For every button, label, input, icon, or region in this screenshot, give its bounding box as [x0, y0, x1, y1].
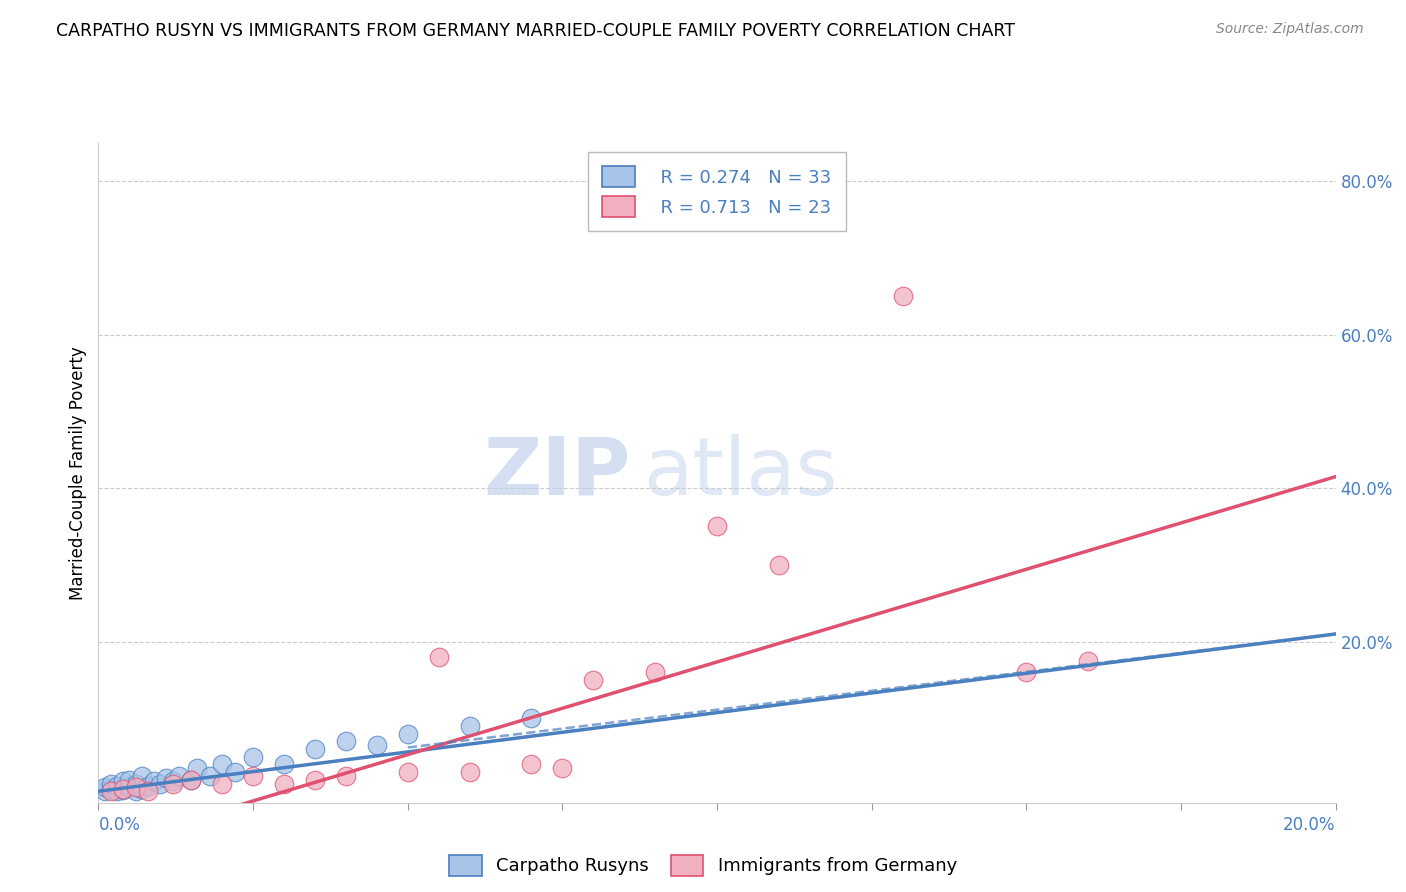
- Point: [105, 779, 128, 793]
- Point: [124, 780, 146, 795]
- Point: [136, 784, 159, 798]
- Point: [118, 772, 141, 787]
- Point: [396, 765, 419, 780]
- Point: [198, 769, 221, 783]
- Point: [136, 779, 159, 793]
- Point: [124, 784, 146, 798]
- Point: [582, 673, 605, 687]
- Text: atlas: atlas: [643, 434, 837, 512]
- Point: [131, 769, 153, 783]
- Point: [93, 780, 115, 795]
- Point: [458, 719, 481, 733]
- Point: [162, 776, 184, 790]
- Point: [131, 782, 153, 797]
- Point: [112, 774, 135, 789]
- Point: [105, 784, 128, 798]
- Point: [186, 761, 208, 775]
- Legend: Carpatho Rusyns, Immigrants from Germany: Carpatho Rusyns, Immigrants from Germany: [441, 847, 965, 883]
- Point: [162, 774, 184, 789]
- Point: [304, 742, 326, 756]
- Point: [551, 761, 574, 775]
- Point: [706, 519, 728, 533]
- Point: [149, 776, 172, 790]
- Point: [273, 757, 295, 772]
- Point: [366, 738, 388, 752]
- Y-axis label: Married-Couple Family Poverty: Married-Couple Family Poverty: [69, 346, 87, 599]
- Point: [224, 765, 246, 780]
- Point: [118, 780, 141, 795]
- Point: [1077, 654, 1099, 668]
- Point: [211, 757, 233, 772]
- Point: [100, 784, 122, 798]
- Point: [180, 772, 202, 787]
- Point: [304, 772, 326, 787]
- Legend:   R = 0.274   N = 33,   R = 0.713   N = 23: R = 0.274 N = 33, R = 0.713 N = 23: [588, 152, 846, 231]
- Text: 20.0%: 20.0%: [1284, 816, 1336, 834]
- Text: ZIP: ZIP: [484, 434, 630, 512]
- Point: [242, 769, 264, 783]
- Point: [396, 727, 419, 741]
- Point: [112, 782, 135, 797]
- Point: [242, 749, 264, 764]
- Point: [112, 782, 135, 797]
- Point: [335, 734, 357, 748]
- Point: [891, 289, 914, 303]
- Point: [335, 769, 357, 783]
- Point: [768, 558, 790, 572]
- Point: [180, 772, 202, 787]
- Text: CARPATHO RUSYN VS IMMIGRANTS FROM GERMANY MARRIED-COUPLE FAMILY POVERTY CORRELAT: CARPATHO RUSYN VS IMMIGRANTS FROM GERMAN…: [56, 22, 1015, 40]
- Point: [520, 757, 543, 772]
- Point: [155, 771, 177, 785]
- Point: [167, 769, 190, 783]
- Text: 0.0%: 0.0%: [98, 816, 141, 834]
- Text: Source: ZipAtlas.com: Source: ZipAtlas.com: [1216, 22, 1364, 37]
- Point: [100, 782, 122, 797]
- Point: [273, 776, 295, 790]
- Point: [644, 665, 666, 680]
- Point: [520, 711, 543, 725]
- Point: [143, 774, 166, 789]
- Point: [427, 650, 450, 665]
- Point: [211, 776, 233, 790]
- Point: [1015, 665, 1038, 680]
- Point: [100, 776, 122, 790]
- Point: [458, 765, 481, 780]
- Point: [124, 776, 146, 790]
- Point: [93, 784, 115, 798]
